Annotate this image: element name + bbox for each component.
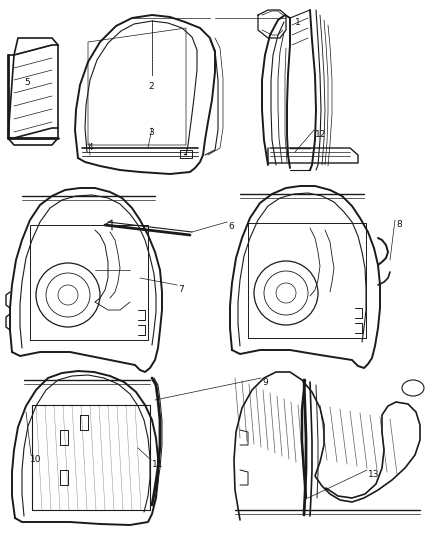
Text: 5: 5	[24, 78, 30, 87]
Text: 8: 8	[396, 220, 402, 229]
Text: 6: 6	[228, 222, 234, 231]
Text: 9: 9	[262, 378, 268, 387]
Text: 12: 12	[315, 130, 326, 139]
Text: 1: 1	[295, 18, 301, 27]
Text: 11: 11	[152, 460, 163, 469]
Text: 2: 2	[148, 82, 154, 91]
Text: 4: 4	[88, 143, 94, 152]
Text: 10: 10	[30, 455, 42, 464]
Text: 3: 3	[148, 128, 154, 137]
Text: 7: 7	[178, 285, 184, 294]
Text: 13: 13	[368, 470, 379, 479]
